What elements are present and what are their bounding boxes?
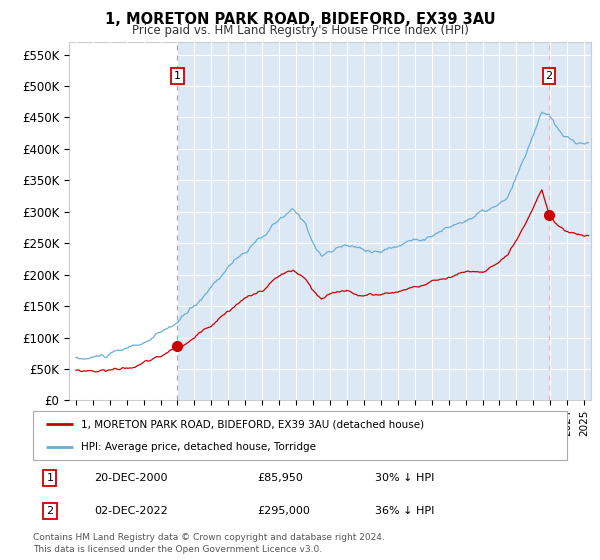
Text: 02-DEC-2022: 02-DEC-2022: [94, 506, 168, 516]
Text: 2: 2: [46, 506, 53, 516]
Text: HPI: Average price, detached house, Torridge: HPI: Average price, detached house, Torr…: [81, 442, 316, 452]
Text: £85,950: £85,950: [257, 473, 303, 483]
Text: 1: 1: [46, 473, 53, 483]
Text: 30% ↓ HPI: 30% ↓ HPI: [375, 473, 434, 483]
Text: 1: 1: [174, 71, 181, 81]
Bar: [178, 42, 591, 400]
Text: Price paid vs. HM Land Registry's House Price Index (HPI): Price paid vs. HM Land Registry's House …: [131, 24, 469, 36]
Text: 20-DEC-2000: 20-DEC-2000: [94, 473, 168, 483]
Text: 1, MORETON PARK ROAD, BIDEFORD, EX39 3AU (detached house): 1, MORETON PARK ROAD, BIDEFORD, EX39 3AU…: [81, 419, 424, 430]
Text: 2: 2: [545, 71, 553, 81]
Text: Contains HM Land Registry data © Crown copyright and database right 2024.
This d: Contains HM Land Registry data © Crown c…: [33, 533, 385, 554]
Text: 36% ↓ HPI: 36% ↓ HPI: [375, 506, 434, 516]
Text: 1, MORETON PARK ROAD, BIDEFORD, EX39 3AU: 1, MORETON PARK ROAD, BIDEFORD, EX39 3AU: [104, 12, 496, 27]
Text: £295,000: £295,000: [257, 506, 310, 516]
